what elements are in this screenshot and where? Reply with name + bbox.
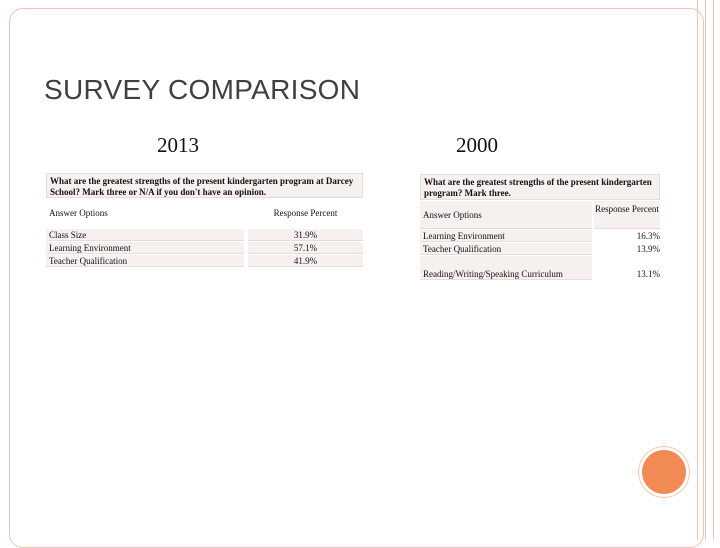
table-row: Class Size 31.9% [46,229,363,241]
table-row: Learning Environment 57.1% [46,242,363,254]
percent-cell: 57.1% [248,242,363,254]
answer-cell: Reading/Writing/Speaking Curriculum [420,256,592,280]
table-header-row: Answer Options Response Percent [46,200,363,226]
table-row: Learning Environment 16.3% [420,230,660,242]
decorative-rail [705,0,706,540]
percent-cell: 41.9% [248,255,363,267]
percent-cell: 13.9% [636,244,660,254]
answer-cell: Class Size [46,229,244,241]
answer-cell: Learning Environment [46,242,244,254]
percent-cell: 31.9% [248,229,363,241]
survey-question: What are the greatest strengths of the p… [46,173,363,198]
table-body: Learning Environment 16.3% Teacher Quali… [420,230,660,280]
survey-table-2013: What are the greatest strengths of the p… [46,173,363,268]
year-2013-heading: 2013 [157,133,199,157]
answer-cell: Teacher Qualification [46,255,244,267]
table-body: Class Size 31.9% Learning Environment 57… [46,229,363,267]
table-row: Teacher Qualification 41.9% [46,255,363,267]
survey-table-2000: What are the greatest strengths of the p… [420,174,660,281]
accent-circle [642,450,686,494]
table-row: Reading/Writing/Speaking Curriculum 13.1… [420,256,660,280]
table-header-row: Answer Options Response Percent [420,201,660,229]
answer-options-header: Answer Options [420,201,592,229]
decorative-rail [697,0,698,540]
answer-cell: Learning Environment [420,230,592,242]
survey-question: What are the greatest strengths of the p… [420,174,660,200]
year-2000-heading: 2000 [456,133,498,157]
answer-cell: Teacher Qualification [420,243,592,255]
decorative-rail [713,0,714,540]
table-row: Teacher Qualification 13.9% [420,243,660,255]
percent-cell: 13.1% [636,269,660,279]
empty-header-cell [594,201,660,229]
answer-options-header: Answer Options [49,208,108,218]
slide-title: SURVEY COMPARISON [44,74,361,105]
percent-cell: 16.3% [636,231,660,241]
response-percent-header: Response Percent [273,208,338,218]
response-percent-header: Response Percent [595,204,659,214]
